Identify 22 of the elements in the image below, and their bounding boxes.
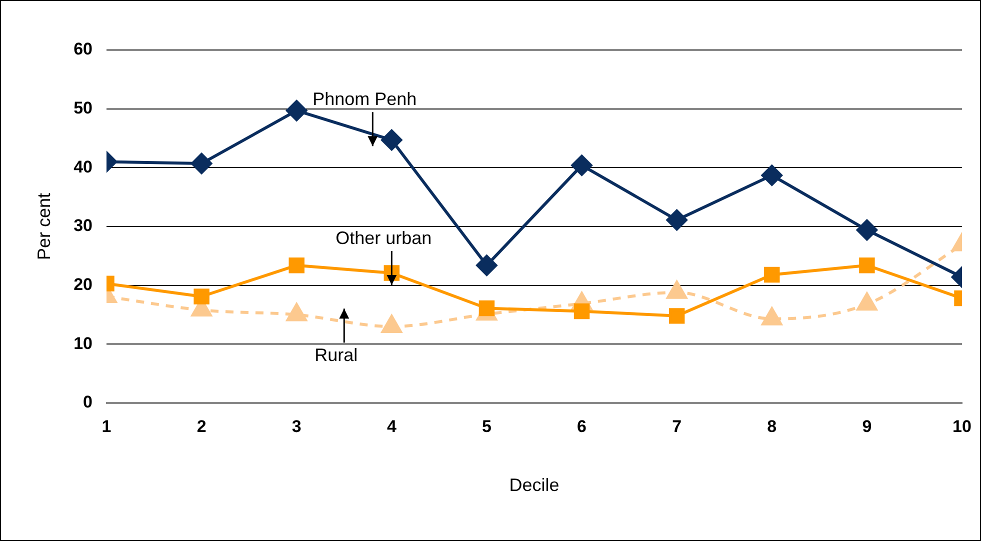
x-tick-label: 2 [196, 416, 206, 436]
x-tick-label: 10 [952, 416, 972, 436]
series-label: Other urban [336, 228, 432, 249]
x-tick-label: 4 [386, 416, 397, 436]
x-tick-label: 1 [102, 416, 112, 436]
y-tick-label: 10 [74, 334, 93, 353]
x-tick-label: 8 [767, 416, 777, 436]
x-tick-label: 9 [862, 416, 872, 436]
x-tick-label: 3 [292, 416, 302, 436]
y-tick-label: 30 [74, 216, 93, 236]
y-tick-label: 0 [83, 392, 93, 412]
y-tick-label: 60 [74, 40, 93, 59]
y-tick-label: 40 [74, 157, 93, 176]
y-tick-label: 20 [74, 275, 93, 294]
x-tick-label: 6 [577, 416, 587, 436]
series-label: Phnom Penh [312, 89, 417, 110]
x-tick-label: 7 [672, 416, 682, 436]
x-axis-title: Decile [509, 475, 560, 496]
series-label: Rural [314, 344, 358, 366]
y-axis-title: Per cent [34, 192, 54, 260]
y-tick-label: 50 [74, 98, 93, 118]
x-tick-label: 5 [482, 416, 492, 436]
